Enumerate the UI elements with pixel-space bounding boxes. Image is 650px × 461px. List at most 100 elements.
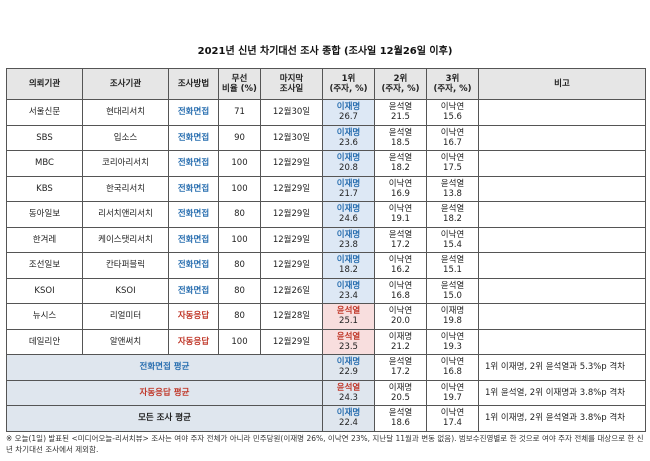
candidate-name: 이재명 bbox=[336, 280, 361, 291]
header-pollster: 조사기관 bbox=[82, 68, 169, 100]
candidate-name: 윤석열 bbox=[388, 153, 413, 164]
candidate-percent: 20.0 bbox=[391, 316, 410, 327]
cell-method: 전화면접 bbox=[168, 150, 219, 177]
table-row: 서울신문 현대리서치 전화면접 71 12월30일 이재명 26.7 윤석열 21.5 이낙연 15… bbox=[6, 99, 646, 126]
cell-wireless: 100 bbox=[218, 328, 261, 355]
header-client: 의뢰기관 bbox=[6, 68, 83, 100]
cell-third: 이낙연 15.6 bbox=[426, 99, 479, 126]
candidate-name: 이재명 bbox=[336, 357, 361, 368]
cell-pollster: 리서치앤리서치 bbox=[82, 201, 169, 228]
cell-first: 이재명 23.8 bbox=[322, 226, 375, 253]
cell-first: 이재명 26.7 bbox=[322, 99, 375, 126]
header-third-line2: (주자, %) bbox=[433, 84, 472, 94]
candidate-name: 이낙연 bbox=[388, 280, 413, 291]
candidate-percent: 20.5 bbox=[391, 392, 410, 403]
average-row: 자동응답 평균 윤석열 24.3 이재명 20.5 이낙연 19.7 1위 윤석열, 2위 이… bbox=[6, 379, 646, 406]
candidate-percent: 20.8 bbox=[339, 163, 358, 174]
cell-client: 조선일보 bbox=[6, 252, 83, 279]
table-row: SBS 입소스 전화면접 90 12월30일 이재명 23.6 윤석열 18.5 이낙연 16.7 bbox=[6, 124, 646, 151]
cell-wireless: 100 bbox=[218, 150, 261, 177]
candidate-name: 이재명 bbox=[388, 382, 413, 393]
cell-second: 이낙연 16.2 bbox=[374, 252, 427, 279]
table-row: 조선일보 칸타퍼블릭 전화면접 80 12월29일 이재명 18.2 이낙연 16.2 윤석열 15… bbox=[6, 252, 646, 279]
cell-average-label: 자동응답 평균 bbox=[6, 379, 323, 406]
cell-last-date: 12월29일 bbox=[260, 328, 323, 355]
candidate-name: 이낙연 bbox=[440, 382, 465, 393]
candidate-name: 윤석열 bbox=[440, 178, 465, 189]
average-row: 전화면접 평균 이재명 22.9 윤석열 17.2 이낙연 16.8 1위 이재명, 2위 윤… bbox=[6, 354, 646, 381]
candidate-name: 윤석열 bbox=[336, 382, 361, 393]
header-second-line2: (주자, %) bbox=[381, 84, 420, 94]
cell-second: 윤석열 21.5 bbox=[374, 99, 427, 126]
candidate-percent: 16.8 bbox=[391, 290, 410, 301]
cell-pollster: 한국리서치 bbox=[82, 175, 169, 202]
candidate-name: 이낙연 bbox=[388, 306, 413, 317]
cell-last-date: 12월29일 bbox=[260, 150, 323, 177]
candidate-percent: 18.5 bbox=[391, 137, 410, 148]
candidate-name: 이재명 bbox=[336, 255, 361, 266]
cell-wireless: 80 bbox=[218, 201, 261, 228]
candidate-percent: 21.5 bbox=[391, 112, 410, 123]
cell-method: 전화면접 bbox=[168, 277, 219, 304]
cell-third: 이낙연 16.7 bbox=[426, 124, 479, 151]
candidate-percent: 23.5 bbox=[339, 341, 358, 352]
footnote: ※ 오늘(1일) 발표된 <미디어오늘-리서치뷰> 조사는 여야 주자 전체가 … bbox=[6, 434, 644, 454]
cell-first: 이재명 24.6 bbox=[322, 201, 375, 228]
cell-first: 이재명 23.4 bbox=[322, 277, 375, 304]
cell-last-date: 12월26일 bbox=[260, 277, 323, 304]
candidate-name: 윤석열 bbox=[336, 306, 361, 317]
header-first: 1위 (주자, %) bbox=[322, 68, 375, 100]
cell-second: 이낙연 20.0 bbox=[374, 303, 427, 330]
table-row: 뉴시스 리얼미터 자동응답 80 12월28일 윤석열 25.1 이낙연 20.0 이재명 19.8 bbox=[6, 303, 646, 330]
cell-third: 윤석열 13.8 bbox=[426, 175, 479, 202]
candidate-percent: 18.2 bbox=[339, 265, 358, 276]
cell-average-label: 전화면접 평균 bbox=[6, 354, 323, 381]
candidate-name: 이낙연 bbox=[388, 255, 413, 266]
candidate-name: 윤석열 bbox=[388, 408, 413, 419]
cell-pollster: KSOI bbox=[82, 277, 169, 304]
cell-wireless: 90 bbox=[218, 124, 261, 151]
candidate-percent: 15.1 bbox=[443, 265, 462, 276]
cell-note bbox=[478, 252, 646, 279]
header-wireless-line1: 무선 bbox=[231, 74, 248, 84]
candidate-percent: 24.3 bbox=[339, 392, 358, 403]
candidate-name: 이낙연 bbox=[440, 229, 465, 240]
cell-third: 이재명 19.8 bbox=[426, 303, 479, 330]
cell-client: 동아일보 bbox=[6, 201, 83, 228]
cell-second: 윤석열 18.6 bbox=[374, 405, 427, 432]
table-row: KBS 한국리서치 전화면접 100 12월29일 이재명 21.7 이낙연 16.9 윤석열 13… bbox=[6, 175, 646, 202]
cell-wireless: 100 bbox=[218, 226, 261, 253]
candidate-name: 이낙연 bbox=[440, 153, 465, 164]
candidate-percent: 24.6 bbox=[339, 214, 358, 225]
header-method: 조사방법 bbox=[168, 68, 219, 100]
cell-first: 이재명 22.9 bbox=[322, 354, 375, 381]
candidate-name: 이재명 bbox=[336, 204, 361, 215]
candidate-name: 윤석열 bbox=[388, 102, 413, 113]
candidate-percent: 18.6 bbox=[391, 418, 410, 429]
cell-first: 이재명 21.7 bbox=[322, 175, 375, 202]
cell-note bbox=[478, 277, 646, 304]
candidate-percent: 19.3 bbox=[443, 341, 462, 352]
cell-client: KSOI bbox=[6, 277, 83, 304]
poll-rows: 서울신문 현대리서치 전화면접 71 12월30일 이재명 26.7 윤석열 21.5 이낙연 15… bbox=[6, 99, 646, 432]
cell-method: 전화면접 bbox=[168, 124, 219, 151]
cell-method: 전화면접 bbox=[168, 201, 219, 228]
cell-method: 자동응답 bbox=[168, 328, 219, 355]
header-third: 3위 (주자, %) bbox=[426, 68, 479, 100]
candidate-name: 이낙연 bbox=[440, 408, 465, 419]
cell-average-note: 1위 이재명, 2위 윤석열과 3.8%p 격차 bbox=[478, 405, 646, 432]
candidate-name: 윤석열 bbox=[388, 229, 413, 240]
cell-average-label: 모든 조사 평균 bbox=[6, 405, 323, 432]
candidate-name: 이낙연 bbox=[440, 331, 465, 342]
table-row: 한겨레 케이스탯리서치 전화면접 100 12월29일 이재명 23.8 윤석열 17.2 이낙연… bbox=[6, 226, 646, 253]
table-row: MBC 코리아리서치 전화면접 100 12월29일 이재명 20.8 윤석열 18.2 이낙연 1… bbox=[6, 150, 646, 177]
cell-method: 전화면접 bbox=[168, 252, 219, 279]
candidate-name: 이낙연 bbox=[440, 357, 465, 368]
cell-last-date: 12월29일 bbox=[260, 201, 323, 228]
candidate-percent: 25.1 bbox=[339, 316, 358, 327]
candidate-percent: 26.7 bbox=[339, 112, 358, 123]
candidate-name: 이재명 bbox=[336, 408, 361, 419]
cell-second: 이낙연 19.1 bbox=[374, 201, 427, 228]
table-row: 데일리안 알앤써치 자동응답 100 12월29일 윤석열 23.5 이재명 21.2 이낙연 19… bbox=[6, 328, 646, 355]
candidate-name: 이재명 bbox=[336, 102, 361, 113]
